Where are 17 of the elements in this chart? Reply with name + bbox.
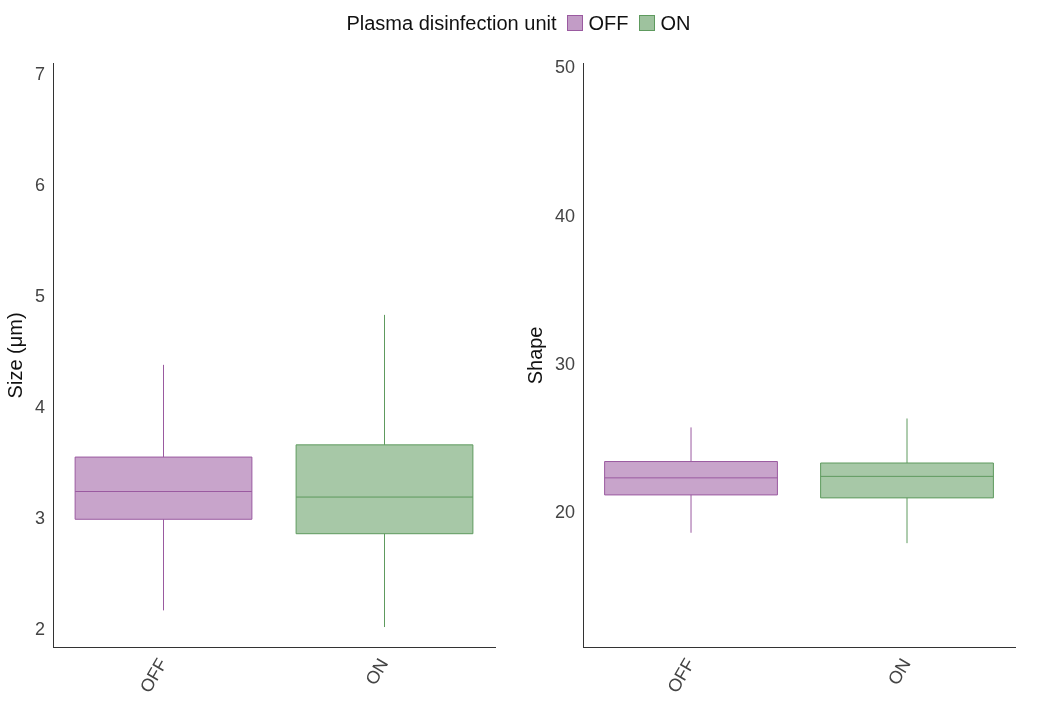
y-tick-label: 4 bbox=[35, 397, 46, 418]
y-tick-label: 40 bbox=[554, 205, 576, 226]
legend-label: OFF bbox=[587, 12, 629, 35]
y-axis-title: Shape bbox=[523, 326, 546, 385]
y-tick-label: 6 bbox=[35, 174, 46, 195]
y-tick-label: 3 bbox=[35, 508, 46, 529]
x-tick-label: ON bbox=[883, 654, 915, 689]
y-tick-label: 7 bbox=[35, 63, 46, 84]
y-tick-label: 2 bbox=[35, 619, 46, 640]
y-tick-label: 20 bbox=[554, 502, 576, 523]
y-axis-title: Size (μm) bbox=[3, 312, 26, 399]
y-tick-label: 30 bbox=[554, 354, 576, 375]
legend-title: Plasma disinfection unit bbox=[346, 12, 557, 34]
x-tick-label: ON bbox=[361, 654, 393, 689]
legend-label: ON bbox=[659, 12, 691, 35]
y-tick-label: 50 bbox=[554, 57, 576, 78]
y-tick-label: 5 bbox=[35, 286, 46, 307]
